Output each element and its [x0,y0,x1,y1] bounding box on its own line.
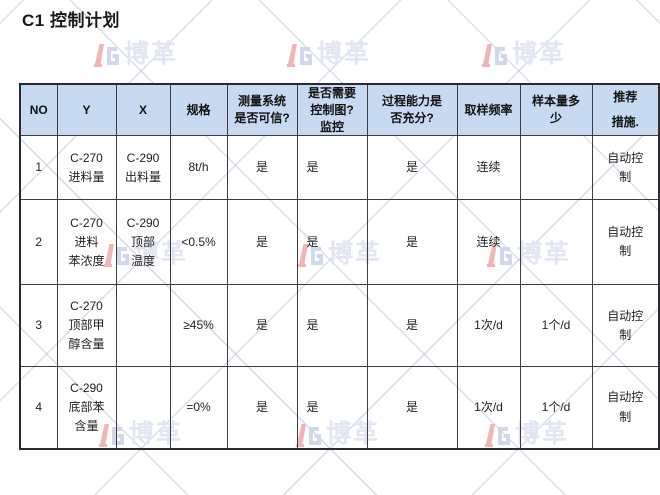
cell-spec: ≥45% [169,284,228,368]
cell-sample [519,199,593,286]
cell-chart: 是 [296,199,368,286]
cell-spec: 8t/h [169,135,228,201]
cell-chart: 是 [296,366,368,450]
cell-frequency: 1次/d [456,284,521,368]
watermark-brand-text: 博革 [512,39,567,68]
boge-logo-icon [287,44,312,67]
cell-action: 自动控 制 [591,284,660,368]
cell-x: C-290 顶部 温度 [115,199,171,286]
cell-measure: 是 [226,199,298,286]
table-row: 3 C-270 顶部甲 醇含量 ≥45% 是 是 是 1次/d 1个/d 自动控… [19,284,660,368]
boge-logo-icon [94,44,119,67]
cell-y: C-270 进料 苯浓度 [56,199,117,286]
cell-no: 3 [19,284,58,368]
cell-capability: 是 [366,366,458,450]
cell-frequency: 1次/d [456,366,521,450]
watermark-brand-text: 博革 [317,39,372,68]
page-title: C1 控制计划 [22,11,120,30]
cell-frequency: 连续 [456,199,521,286]
table-header-row: NO Y X 规格 测量系统 是否可信? 是否需要 控制图? 监控 过程能力是 … [19,83,660,137]
cell-measure: 是 [226,284,298,368]
cell-capability: 是 [366,284,458,368]
watermark: 博革 [286,40,371,68]
col-header-chart: 是否需要 控制图? 监控 [296,83,368,137]
col-header-frequency: 取样频率 [456,83,521,137]
watermark: 博革 [481,40,566,68]
table-row: 4 C-290 底部苯 含量 =0% 是 是 是 1次/d 1个/d 自动控 制 [19,366,660,450]
cell-sample: 1个/d [519,366,593,450]
col-header-spec: 规格 [169,83,228,137]
cell-chart: 是 [296,284,368,368]
col-header-no: NO [19,83,58,137]
cell-spec: =0% [169,366,228,450]
col-header-measure: 测量系统 是否可信? [226,83,298,137]
cell-frequency: 连续 [456,135,521,201]
col-header-x: X [115,83,171,137]
cell-y: C-270 进料量 [56,135,117,201]
table-row: 2 C-270 进料 苯浓度 C-290 顶部 温度 <0.5% 是 是 是 连… [19,199,660,286]
cell-x: C-290 出料量 [115,135,171,201]
cell-x [115,366,171,450]
cell-measure: 是 [226,366,298,450]
watermark: 博革 [93,40,178,68]
cell-capability: 是 [366,135,458,201]
col-header-sample: 样本量多 少 [519,83,593,137]
cell-no: 2 [19,199,58,286]
watermark-brand-text: 博革 [124,39,179,68]
cell-sample: 1个/d [519,284,593,368]
boge-logo-icon [482,44,507,67]
cell-spec: <0.5% [169,199,228,286]
cell-measure: 是 [226,135,298,201]
cell-x [115,284,171,368]
control-plan-table: NO Y X 规格 测量系统 是否可信? 是否需要 控制图? 监控 过程能力是 … [19,83,660,450]
table-row: 1 C-270 进料量 C-290 出料量 8t/h 是 是 是 连续 自动控 … [19,135,660,201]
cell-action: 自动控 制 [591,366,660,450]
cell-y: C-290 底部苯 含量 [56,366,117,450]
cell-y: C-270 顶部甲 醇含量 [56,284,117,368]
cell-action: 自动控 制 [591,135,660,201]
cell-sample [519,135,593,201]
col-header-y: Y [56,83,117,137]
cell-no: 4 [19,366,58,450]
col-header-capability: 过程能力是 否充分? [366,83,458,137]
cell-no: 1 [19,135,58,201]
cell-capability: 是 [366,199,458,286]
col-header-action: 推荐 措施. [591,83,660,137]
cell-action: 自动控 制 [591,199,660,286]
cell-chart: 是 [296,135,368,201]
